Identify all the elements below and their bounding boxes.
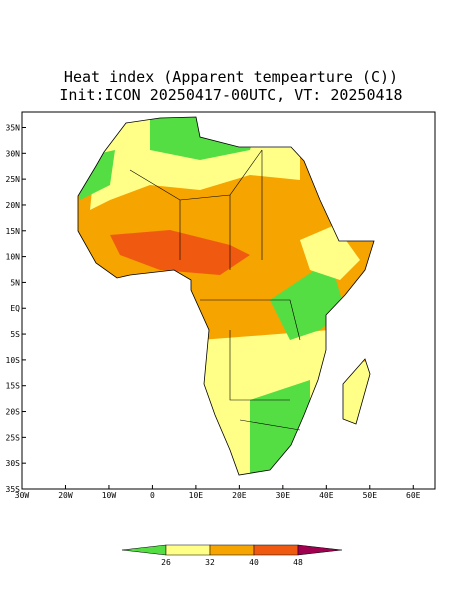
- colorbar-low: [121, 544, 167, 556]
- y-tick-label: 35N: [6, 123, 21, 132]
- y-tick-label: 30N: [6, 149, 21, 158]
- x-tick-label: 10W: [102, 491, 117, 500]
- x-tick-label: 30E: [276, 491, 291, 500]
- y-tick-label: 5N: [10, 278, 20, 287]
- colorbar-label: 48: [293, 558, 303, 567]
- y-tick-label: 25N: [6, 175, 21, 184]
- colorbar-label: 32: [205, 558, 215, 567]
- x-tick-label: 10E: [189, 491, 204, 500]
- y-tick-label: 15N: [6, 227, 21, 236]
- subtitle: Init:ICON 20250417-00UTC, VT: 20250418: [59, 86, 402, 104]
- x-tick-label: 20W: [58, 491, 73, 500]
- colorbar-bin: [209, 544, 255, 556]
- x-tick-label: 20E: [232, 491, 247, 500]
- y-tick-label: 30S: [6, 459, 21, 468]
- x-tick-label: 0: [150, 491, 155, 500]
- colorbar-label: 26: [161, 558, 171, 567]
- x-tick-label: 60E: [406, 491, 421, 500]
- borders: [129, 149, 301, 431]
- y-tick-label: 20S: [6, 408, 21, 417]
- map-frame: [21, 111, 436, 490]
- y-tick-label: 5S: [10, 330, 20, 339]
- y-tick-label: 20N: [6, 201, 21, 210]
- coastline: [77, 116, 375, 476]
- y-tick-label: EQ: [10, 304, 20, 313]
- y-tick-label: 25S: [6, 433, 21, 442]
- x-tick-label: 30W: [15, 491, 30, 500]
- y-tick-label: 35S: [6, 485, 21, 494]
- y-tick-label: 10S: [6, 356, 21, 365]
- y-tick-label: 10N: [6, 253, 21, 262]
- colorbar-high: [297, 544, 343, 556]
- x-tick-label: 40E: [319, 491, 334, 500]
- colorbar-bin: [165, 544, 211, 556]
- x-tick-label: 50E: [363, 491, 378, 500]
- y-tick-label: 15S: [6, 382, 21, 391]
- title: Heat index (Apparent tempearture (C)): [64, 68, 398, 86]
- colorbar-label: 40: [249, 558, 259, 567]
- colorbar-bin: [253, 544, 299, 556]
